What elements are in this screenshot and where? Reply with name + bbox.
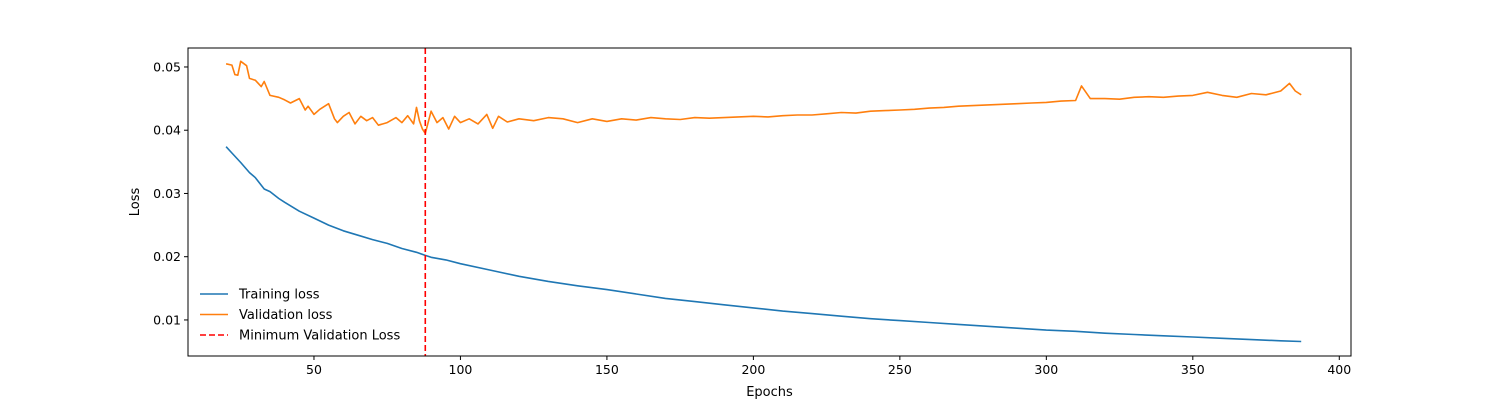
legend-label-training-loss: Training loss [238, 288, 320, 303]
y-tick-label: 0.04 [153, 123, 181, 138]
x-tick-label: 150 [595, 362, 619, 377]
x-tick-label: 300 [1034, 362, 1058, 377]
legend-label-validation-loss: Validation loss [239, 308, 333, 323]
axes-frame [187, 47, 1352, 357]
y-axis: 0.01 0.02 0.03 0.04 0.05 [153, 59, 188, 327]
x-tick-label: 400 [1327, 362, 1351, 377]
x-tick-label: 50 [306, 362, 322, 377]
x-tick-label: 350 [1181, 362, 1205, 377]
y-tick-label: 0.05 [153, 59, 181, 74]
plot-area [187, 47, 1352, 357]
y-tick-label: 0.03 [153, 186, 181, 201]
y-tick-label: 0.02 [153, 249, 181, 264]
x-axis: 50 100 150 200 250 300 350 400 [306, 356, 1351, 377]
x-tick-label: 250 [888, 362, 912, 377]
series-line-validation-loss [225, 60, 1302, 135]
series-line-training-loss [225, 146, 1302, 343]
legend-label-minimum-validation-loss: Minimum Validation Loss [239, 329, 400, 344]
legend: Training loss Validation loss Minimum Vali… [200, 288, 400, 344]
y-axis-label: Loss [128, 188, 143, 217]
x-tick-label: 200 [741, 362, 765, 377]
series-layer [225, 60, 1302, 343]
x-axis-label: Epochs [746, 385, 793, 400]
y-tick-label: 0.01 [153, 312, 181, 327]
x-tick-label: 100 [449, 362, 473, 377]
